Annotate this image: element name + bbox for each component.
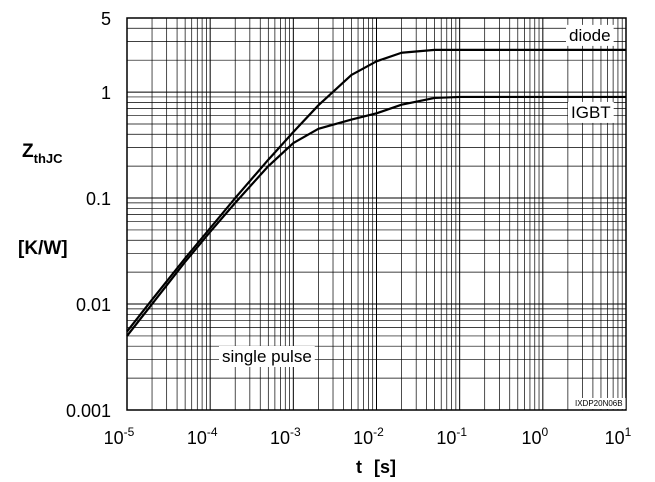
x-tick-exponent: -2 bbox=[373, 425, 384, 439]
series-label-igbt: IGBT bbox=[571, 103, 611, 122]
x-tick-base: 10 bbox=[605, 428, 625, 448]
curves bbox=[126, 48, 626, 337]
x-tick-exponent: -5 bbox=[124, 425, 135, 439]
x-tick-exponent: -1 bbox=[456, 425, 467, 439]
series-labels: diode IGBT bbox=[566, 24, 614, 123]
plot-frame bbox=[126, 17, 627, 411]
x-axis-label-unit: [s] bbox=[374, 457, 396, 477]
x-tick-base: 10 bbox=[270, 428, 290, 448]
y-tick-label: 0.001 bbox=[66, 401, 111, 421]
y-axis-subscript: thJC bbox=[34, 151, 64, 166]
y-tick-labels: 0.001 0.01 0.1 1 5 bbox=[66, 9, 111, 421]
annotation-bg-code bbox=[572, 398, 626, 409]
x-tick-label: 10-2 bbox=[353, 425, 384, 448]
x-axis-label-main: t bbox=[356, 457, 362, 477]
y-axis-label-unit: [K/W] bbox=[18, 238, 68, 259]
x-tick-base: 10 bbox=[104, 428, 124, 448]
annotation-bg-single-pulse bbox=[219, 346, 315, 367]
x-tick-label: 101 bbox=[605, 425, 632, 448]
x-tick-label: 10-5 bbox=[104, 425, 135, 448]
y-tick-label: 0.01 bbox=[76, 295, 111, 315]
x-tick-exponent: -4 bbox=[207, 425, 218, 439]
series-label-bg-igbt bbox=[568, 101, 614, 123]
y-tick-label: 1 bbox=[101, 83, 111, 103]
x-tick-label: 10-4 bbox=[187, 425, 218, 448]
x-tick-label: 100 bbox=[521, 425, 548, 448]
series-label-bg-diode bbox=[566, 24, 614, 46]
series-line-igbt bbox=[126, 95, 626, 337]
annotation-single-pulse: single pulse bbox=[222, 347, 312, 366]
x-tick-labels: 10-5 10-4 10-3 10-2 10-1 100 101 bbox=[104, 425, 632, 448]
x-axis-label: t [s] bbox=[356, 457, 396, 477]
series-label-diode: diode bbox=[569, 26, 611, 45]
x-tick-exponent: -3 bbox=[290, 425, 301, 439]
x-tick-exponent: 1 bbox=[625, 425, 632, 439]
y-axis-symbol: Z bbox=[22, 141, 34, 162]
x-tick-base: 10 bbox=[436, 428, 456, 448]
y-axis-label-main: ZthJC bbox=[22, 141, 63, 166]
y-tick-label: 0.1 bbox=[86, 189, 111, 209]
annotation-code: IXDP20N06B bbox=[575, 399, 623, 408]
x-tick-base: 10 bbox=[521, 428, 541, 448]
x-tick-label: 10-3 bbox=[270, 425, 301, 448]
x-tick-exponent: 0 bbox=[542, 425, 549, 439]
x-tick-label: 10-1 bbox=[436, 425, 467, 448]
y-tick-label: 5 bbox=[101, 9, 111, 29]
grid bbox=[126, 17, 626, 411]
series-line-diode bbox=[126, 48, 626, 333]
x-tick-base: 10 bbox=[353, 428, 373, 448]
x-tick-base: 10 bbox=[187, 428, 207, 448]
